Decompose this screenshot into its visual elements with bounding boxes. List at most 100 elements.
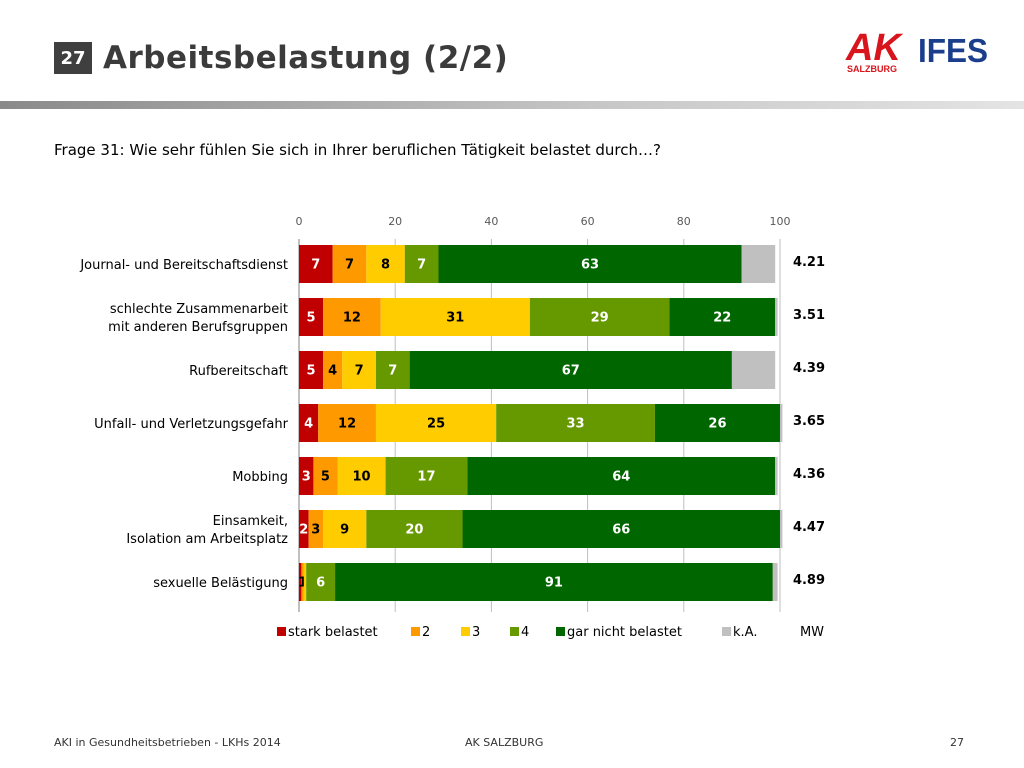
footer-left: AKI in Gesundheitsbetrieben - LKHs 2014 [54, 736, 281, 749]
data-label: 64 [612, 470, 630, 485]
data-label: 1 [298, 576, 307, 591]
question-text: Frage 31: Wie sehr fühlen Sie sich in Ih… [54, 141, 661, 159]
bar-segment [323, 298, 381, 336]
x-tick-label: 0 [296, 215, 303, 228]
legend-label: 3 [472, 625, 480, 640]
bar-segment [731, 351, 776, 389]
bar-segment [313, 457, 338, 495]
ifes-logo: IFES [918, 34, 988, 66]
ifes-logo-text: IFES [918, 34, 988, 66]
bar-segment [299, 298, 324, 336]
bar-segment [306, 563, 336, 601]
bar-segment [780, 510, 783, 548]
data-label: 10 [352, 470, 370, 485]
mw-value: 4.89 [793, 573, 825, 588]
category-label: sexuelle Belästigung [153, 576, 288, 591]
bar-segment [299, 457, 314, 495]
bar-segment [669, 298, 776, 336]
category-label: schlechte Zusammenarbeit mit anderen Beru… [108, 302, 288, 335]
bar-segment [299, 510, 309, 548]
legend-swatch [556, 627, 565, 636]
data-label: 26 [708, 417, 726, 432]
bar-segment [366, 245, 405, 283]
legend-label: k.A. [733, 625, 757, 640]
data-label: 8 [381, 258, 390, 273]
category-label-line: Isolation am Arbeitsplatz [126, 532, 288, 547]
data-label: 7 [417, 258, 426, 273]
footer-page-number: 27 [950, 736, 964, 749]
data-label: 9 [340, 523, 349, 538]
x-tick-label: 80 [677, 215, 691, 228]
bar-segment [385, 457, 468, 495]
category-label-line: Mobbing [232, 470, 288, 485]
data-label: 7 [355, 364, 364, 379]
bar-segment [323, 351, 343, 389]
category-label-line: mit anderen Berufsgruppen [108, 320, 288, 335]
bar-segment [342, 351, 376, 389]
data-label: 4 [304, 417, 313, 432]
category-label: Unfall- und Verletzungsgefahr [94, 417, 289, 432]
data-label: 17 [417, 470, 435, 485]
bar-segment [438, 245, 742, 283]
category-label-line: Journal- und Bereitschaftsdienst [79, 258, 288, 273]
category-label: Mobbing [232, 470, 288, 485]
legend-swatch [277, 627, 286, 636]
data-label: 7 [388, 364, 397, 379]
x-tick-label: 100 [770, 215, 791, 228]
bar-segment [404, 245, 439, 283]
category-label-line: Einsamkeit, [213, 514, 288, 529]
mw-value: 4.39 [793, 361, 825, 376]
bar-segment [337, 457, 386, 495]
data-label: 3 [302, 470, 311, 485]
data-label: 5 [307, 311, 316, 326]
bar-segment [299, 351, 324, 389]
bar-segment [299, 245, 333, 283]
bar-segment [496, 404, 655, 442]
legend-label: 4 [521, 625, 529, 640]
data-label: 5 [321, 470, 330, 485]
category-label-line: sexuelle Belästigung [153, 576, 288, 591]
data-label: 25 [427, 417, 445, 432]
bar-segment [529, 298, 670, 336]
ak-logo-text: AK [845, 28, 903, 69]
bar-segment [299, 404, 319, 442]
bar-segment [775, 298, 778, 336]
data-label: 7 [311, 258, 320, 273]
bar-segment [301, 563, 304, 601]
legend-swatch [722, 627, 731, 636]
category-label-line: Unfall- und Verletzungsgefahr [94, 417, 289, 432]
legend-swatch [510, 627, 519, 636]
bar-segment [467, 457, 776, 495]
bar-segment [780, 404, 783, 442]
bar-segment [654, 404, 780, 442]
bar-segment [323, 510, 367, 548]
bar-segment [772, 563, 778, 601]
slide-number-badge: 27 [54, 42, 92, 74]
legend-label: gar nicht belastet [567, 625, 682, 640]
category-label: Journal- und Bereitschaftsdienst [79, 258, 288, 273]
ak-logo-subtext: SALZBURG [847, 64, 897, 74]
data-label: 63 [581, 258, 599, 273]
mw-value: 4.21 [793, 255, 825, 270]
bar-segment [375, 404, 497, 442]
legend-label: 2 [422, 625, 430, 640]
title-divider [0, 101, 1024, 109]
bar-segment [775, 457, 778, 495]
mw-value: 3.65 [793, 414, 825, 429]
data-label: 31 [446, 311, 464, 326]
category-label-line: Rufbereitschaft [189, 364, 288, 379]
data-label: 20 [405, 523, 423, 538]
data-label: 12 [338, 417, 356, 432]
mw-value: 4.36 [793, 467, 825, 482]
bar-segment [299, 563, 302, 601]
data-label: 33 [567, 417, 585, 432]
mw-legend-label: MW [800, 625, 824, 640]
category-label-line: schlechte Zusammenarbeit [110, 302, 288, 317]
data-label: 6 [316, 576, 325, 591]
data-label: 12 [343, 311, 361, 326]
bar-segment [335, 563, 773, 601]
data-label: 3 [311, 523, 320, 538]
bar-segment [380, 298, 530, 336]
data-label: 22 [713, 311, 731, 326]
